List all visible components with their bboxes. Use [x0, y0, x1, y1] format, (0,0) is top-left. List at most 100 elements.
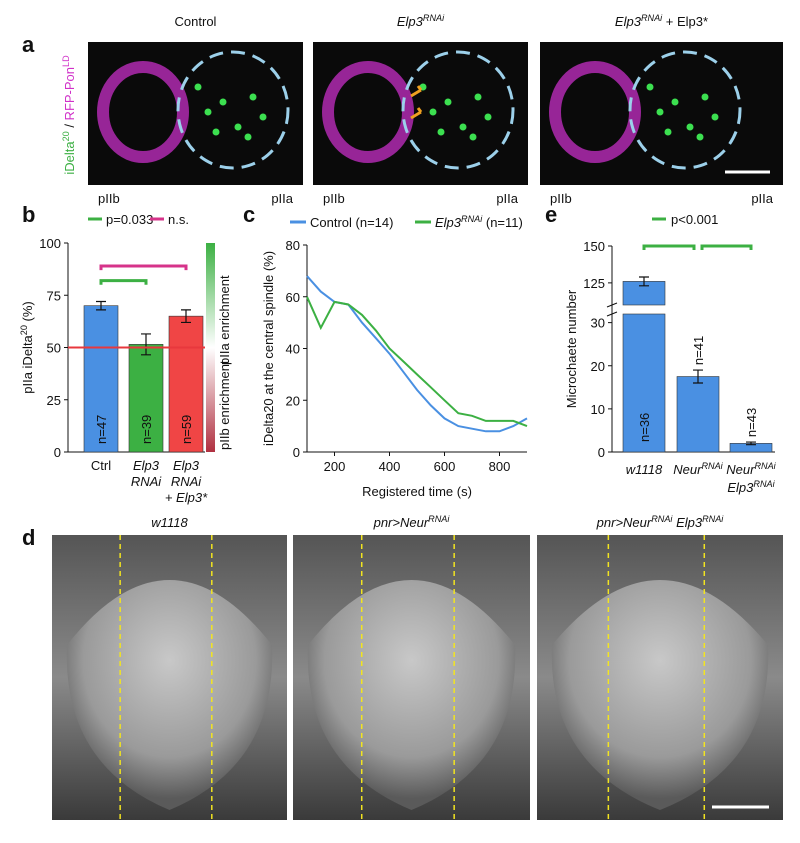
- text-part: RNAi: [428, 514, 450, 524]
- green-dot: [249, 93, 257, 101]
- text-part: 20: [19, 325, 29, 335]
- text-part: LD: [61, 55, 71, 67]
- green-dot: [686, 123, 694, 131]
- n-label: n=59: [179, 415, 194, 444]
- x-tick-label: 600: [434, 459, 456, 474]
- text-part: RNAi: [702, 514, 724, 524]
- y-tick-label: 25: [47, 393, 61, 408]
- panel-label: b: [22, 202, 35, 227]
- y-tick-label: 0: [598, 445, 605, 460]
- image-title: w1118: [151, 515, 188, 530]
- y-tick-label: 0: [54, 445, 61, 460]
- x-tick-label: + Elp3*: [165, 490, 208, 505]
- bracket: [642, 244, 753, 250]
- side-label: pIIb enrichment: [217, 360, 232, 450]
- legend-label: Elp3RNAi (n=11): [435, 214, 523, 230]
- thorax: [551, 580, 769, 810]
- cell-label: pIIa: [271, 191, 293, 206]
- panel-label: e: [545, 202, 557, 227]
- axis-break: [606, 302, 618, 317]
- error-bar: [746, 441, 756, 446]
- pIIb-cell: [322, 61, 414, 163]
- green-dot: [444, 98, 452, 106]
- thorax: [307, 580, 516, 810]
- error-bar: [96, 300, 106, 311]
- image-title: Control: [175, 14, 217, 29]
- green-dot: [437, 128, 445, 136]
- enrichment-gradient: [206, 243, 215, 452]
- x-tick-label: RNAi: [171, 474, 202, 489]
- cell-label: pIIb: [98, 191, 120, 206]
- text-part: RNAi: [754, 461, 776, 471]
- x-tick-label: w1118: [626, 462, 663, 477]
- y-tick-label: 0: [293, 445, 300, 460]
- image-title: pnr>NeurRNAi Elp3RNAi: [596, 514, 725, 530]
- text-part: pnr>Neur: [596, 515, 652, 530]
- image-title: Elp3RNAi + Elp3*: [615, 13, 708, 29]
- n-label: n=47: [94, 415, 109, 444]
- text-part: Neur: [673, 462, 702, 477]
- x-tick-label: NeurRNAi: [726, 461, 776, 477]
- x-tick-label: 200: [324, 459, 346, 474]
- green-dot: [219, 98, 227, 106]
- error-bar: [141, 333, 151, 356]
- green-dot: [646, 83, 654, 91]
- text-part: RNAi: [131, 474, 162, 489]
- x-tick-label: Ctrl: [91, 458, 111, 473]
- x-tick-label: Elp3RNAi: [727, 479, 775, 495]
- text-part: Elp3: [133, 458, 160, 473]
- panel-label: c: [243, 202, 255, 227]
- text-part: + Elp3*: [662, 14, 708, 29]
- y-axis-label: Microchaete number: [564, 289, 579, 408]
- line-series: [306, 296, 528, 428]
- y-tick-label: 20: [286, 393, 300, 408]
- cell-label: pIIa: [496, 191, 518, 206]
- line-series: [306, 275, 528, 433]
- y-tick-label: 40: [286, 342, 300, 357]
- text-part: (%): [20, 301, 35, 325]
- text-part: Control: [175, 14, 217, 29]
- green-dot: [701, 93, 709, 101]
- arrow: [410, 85, 423, 98]
- legend-label: Control (n=14): [310, 215, 393, 230]
- y-tick-label: 50: [47, 341, 61, 356]
- text-part: Microchaete number: [564, 289, 579, 408]
- arrow: [410, 107, 423, 120]
- panel-label: a: [22, 32, 35, 57]
- bar: [676, 376, 720, 453]
- y-axis-label: pIIa iDelta20 (%): [19, 301, 35, 394]
- pIIb-cell: [549, 61, 641, 163]
- green-dot: [459, 123, 467, 131]
- bar: [83, 305, 119, 453]
- green-dot: [484, 113, 492, 121]
- error-bar: [181, 309, 191, 324]
- n-label: n=41: [691, 336, 706, 365]
- x-tick-label: RNAi: [131, 474, 162, 489]
- text-part: pnr>Neur: [373, 515, 429, 530]
- text-part: RNAi: [171, 474, 202, 489]
- micrograph: [88, 42, 303, 185]
- text-part: iDelta: [62, 141, 77, 175]
- green-dot: [656, 108, 664, 116]
- green-dot: [474, 93, 482, 101]
- pIIb-cell: [97, 61, 189, 163]
- text-part: Control (n=14): [310, 215, 393, 230]
- y-tick-label: 10: [591, 402, 605, 417]
- text-part: w1118: [151, 515, 188, 530]
- text-part: Neur: [726, 462, 755, 477]
- side-label: pIIa enrichment: [217, 275, 232, 365]
- text-part: Elp3: [397, 14, 424, 29]
- cell-label: pIIa: [751, 191, 773, 206]
- y-tick-label: 125: [583, 276, 605, 291]
- annotation: p=0.033: [106, 212, 153, 227]
- text-part: /: [62, 120, 77, 131]
- x-axis-label: Registered time (s): [362, 484, 472, 499]
- green-dot: [212, 128, 220, 136]
- text-part: pIIa iDelta: [20, 334, 35, 393]
- text-part: RNAi: [461, 214, 483, 224]
- text-part: RNAi: [701, 461, 723, 471]
- text-part: RNAi: [753, 479, 775, 489]
- y-tick-label: 100: [39, 236, 61, 251]
- text-part: RNAi: [641, 13, 663, 23]
